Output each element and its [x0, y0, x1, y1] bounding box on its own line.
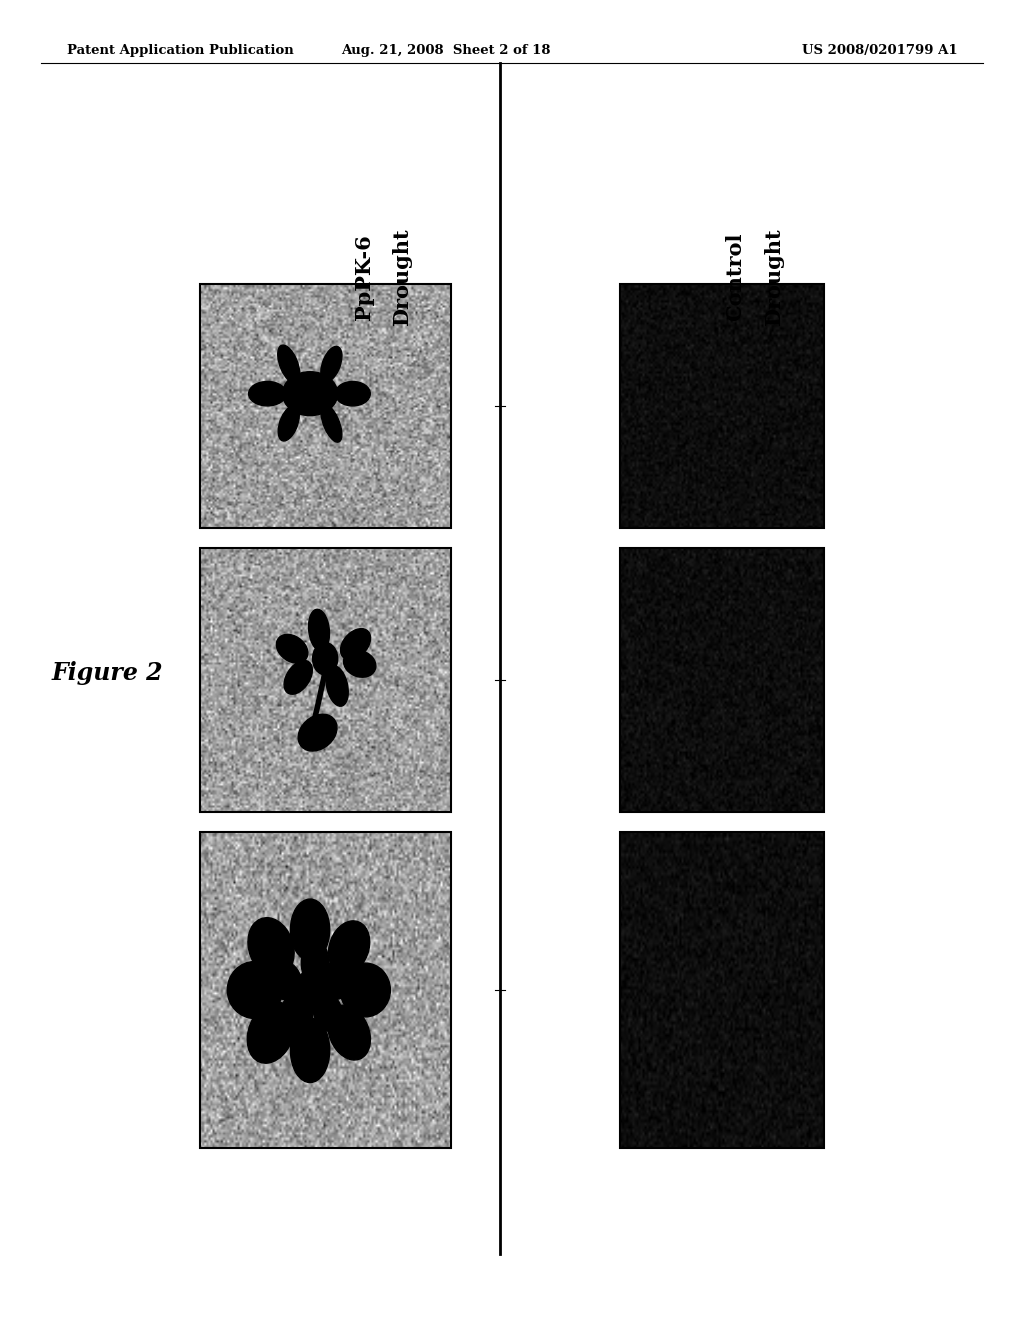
Text: Patent Application Publication: Patent Application Publication — [67, 45, 293, 57]
Ellipse shape — [329, 921, 370, 974]
Ellipse shape — [279, 405, 299, 441]
Ellipse shape — [276, 635, 308, 663]
Circle shape — [295, 970, 326, 1010]
Ellipse shape — [248, 917, 294, 977]
Ellipse shape — [291, 1018, 330, 1082]
Ellipse shape — [283, 372, 338, 416]
Bar — [200, 832, 451, 1148]
Text: Drought: Drought — [392, 228, 413, 326]
Ellipse shape — [313, 993, 343, 1031]
Ellipse shape — [301, 941, 329, 983]
Text: Figure 2: Figure 2 — [51, 661, 164, 685]
Text: US 2008/0201799 A1: US 2008/0201799 A1 — [802, 45, 957, 57]
Ellipse shape — [249, 381, 287, 407]
Bar — [200, 284, 451, 528]
Ellipse shape — [278, 345, 300, 383]
Text: Control: Control — [725, 232, 745, 322]
Ellipse shape — [340, 964, 390, 1016]
Ellipse shape — [326, 665, 348, 706]
Ellipse shape — [321, 346, 342, 381]
Ellipse shape — [280, 991, 313, 1038]
Circle shape — [312, 643, 338, 675]
Ellipse shape — [335, 381, 371, 407]
Ellipse shape — [291, 899, 330, 961]
Bar — [620, 548, 824, 812]
Ellipse shape — [308, 610, 330, 651]
Ellipse shape — [318, 961, 353, 999]
Ellipse shape — [328, 1005, 371, 1060]
Bar — [620, 284, 824, 528]
Text: Drought: Drought — [764, 228, 784, 326]
Ellipse shape — [341, 628, 371, 660]
Text: Aug. 21, 2008  Sheet 2 of 18: Aug. 21, 2008 Sheet 2 of 18 — [341, 45, 550, 57]
Text: PpPK-6: PpPK-6 — [353, 235, 374, 319]
Ellipse shape — [298, 714, 337, 751]
Bar — [200, 548, 451, 812]
Ellipse shape — [343, 651, 376, 677]
Ellipse shape — [284, 660, 312, 694]
Ellipse shape — [247, 1002, 295, 1063]
Ellipse shape — [267, 961, 301, 999]
Ellipse shape — [321, 404, 342, 442]
Bar — [620, 832, 824, 1148]
Ellipse shape — [227, 961, 283, 1019]
